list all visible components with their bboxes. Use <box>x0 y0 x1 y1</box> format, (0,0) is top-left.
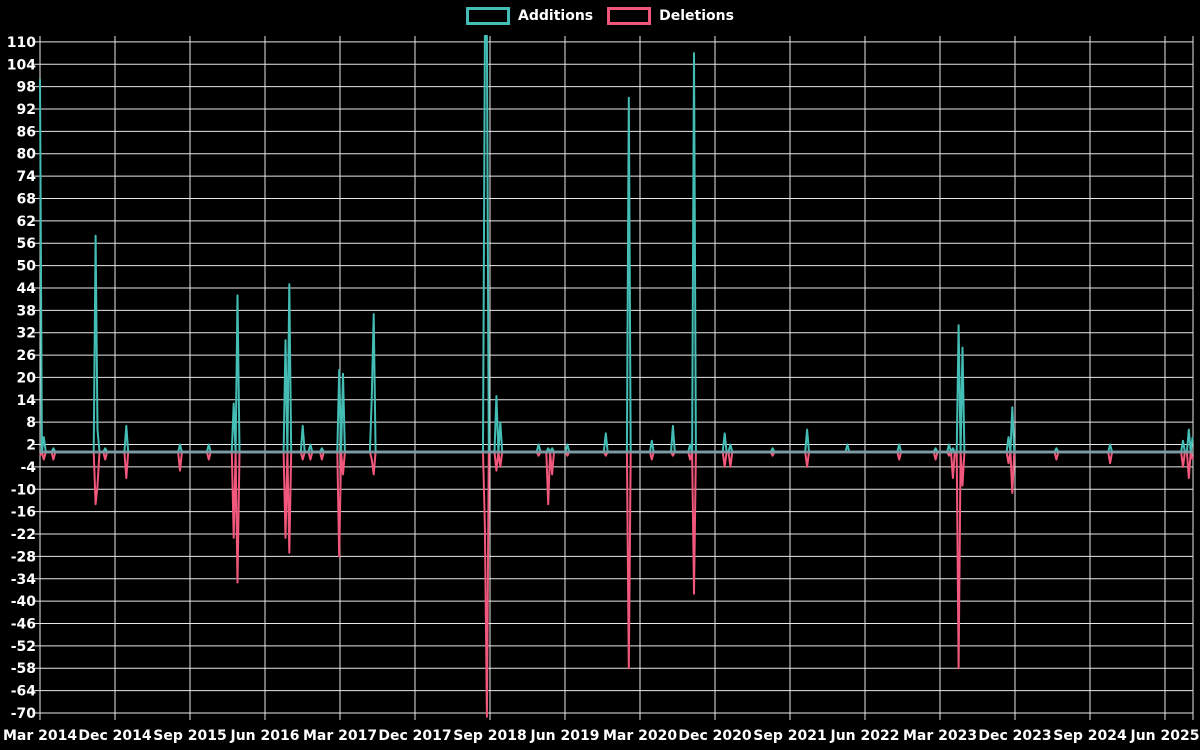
svg-text:-16: -16 <box>11 505 36 521</box>
svg-text:-40: -40 <box>11 594 37 610</box>
svg-text:Mar 2017: Mar 2017 <box>303 728 377 744</box>
svg-text:68: 68 <box>17 191 36 207</box>
svg-text:104: 104 <box>7 57 36 73</box>
svg-text:8: 8 <box>26 415 36 431</box>
svg-text:Dec 2023: Dec 2023 <box>978 728 1051 744</box>
svg-text:Mar 2014: Mar 2014 <box>3 728 77 744</box>
svg-text:20: 20 <box>17 370 37 386</box>
svg-text:-4: -4 <box>20 460 36 476</box>
svg-text:56: 56 <box>17 236 36 252</box>
svg-text:86: 86 <box>17 124 36 140</box>
chart-legend: Additions Deletions <box>466 7 734 25</box>
svg-text:Dec 2014: Dec 2014 <box>78 728 152 744</box>
svg-text:-58: -58 <box>11 661 36 677</box>
svg-text:-70: -70 <box>11 706 37 722</box>
svg-text:-64: -64 <box>11 684 37 700</box>
legend-label-deletions: Deletions <box>659 8 734 24</box>
svg-text:Jun 2016: Jun 2016 <box>230 728 300 744</box>
svg-text:38: 38 <box>17 303 36 319</box>
additions-swatch-icon <box>466 7 511 25</box>
svg-text:Sep 2015: Sep 2015 <box>153 728 226 744</box>
svg-text:Sep 2018: Sep 2018 <box>453 728 526 744</box>
svg-text:50: 50 <box>17 259 37 275</box>
svg-text:62: 62 <box>17 214 36 230</box>
svg-text:Jun 2019: Jun 2019 <box>530 728 600 744</box>
svg-text:Mar 2023: Mar 2023 <box>903 728 977 744</box>
svg-text:Mar 2020: Mar 2020 <box>603 728 677 744</box>
svg-text:14: 14 <box>17 393 37 409</box>
svg-text:74: 74 <box>17 169 37 185</box>
svg-text:32: 32 <box>17 326 36 342</box>
svg-text:110: 110 <box>7 35 36 51</box>
svg-text:98: 98 <box>17 80 36 96</box>
svg-text:-10: -10 <box>11 482 37 498</box>
x-axis-labels: Mar 2014 Dec 2014 Sep 2015 Jun 2016 Mar 2017… <box>3 728 1200 744</box>
additions-line <box>39 35 1194 453</box>
svg-text:44: 44 <box>17 281 37 297</box>
legend-item-additions[interactable]: Additions <box>466 7 593 25</box>
deletions-line <box>39 451 1194 718</box>
svg-text:Jun 2025: Jun 2025 <box>1130 728 1200 744</box>
svg-text:-22: -22 <box>11 527 36 543</box>
svg-text:Sep 2021: Sep 2021 <box>753 728 826 744</box>
svg-text:-34: -34 <box>11 572 37 588</box>
svg-text:92: 92 <box>17 102 36 118</box>
svg-text:Dec 2017: Dec 2017 <box>378 728 451 744</box>
svg-text:-52: -52 <box>11 639 36 655</box>
svg-text:2: 2 <box>26 438 36 454</box>
legend-item-deletions[interactable]: Deletions <box>607 7 734 25</box>
svg-text:-46: -46 <box>11 617 36 633</box>
svg-text:80: 80 <box>17 147 37 163</box>
gridlines <box>33 36 1194 720</box>
svg-text:Jun 2022: Jun 2022 <box>830 728 900 744</box>
deletions-swatch-icon <box>607 7 652 25</box>
svg-text:-28: -28 <box>11 549 36 565</box>
svg-text:Sep 2024: Sep 2024 <box>1053 728 1127 744</box>
y-axis-labels: -70 -64 -58 -52 -46 -40 -34 -28 -22 -16 -10 -4 2 8 14 2… <box>7 35 36 722</box>
svg-text:Dec 2020: Dec 2020 <box>678 728 752 744</box>
legend-label-additions: Additions <box>518 8 594 24</box>
svg-text:26: 26 <box>17 348 36 364</box>
